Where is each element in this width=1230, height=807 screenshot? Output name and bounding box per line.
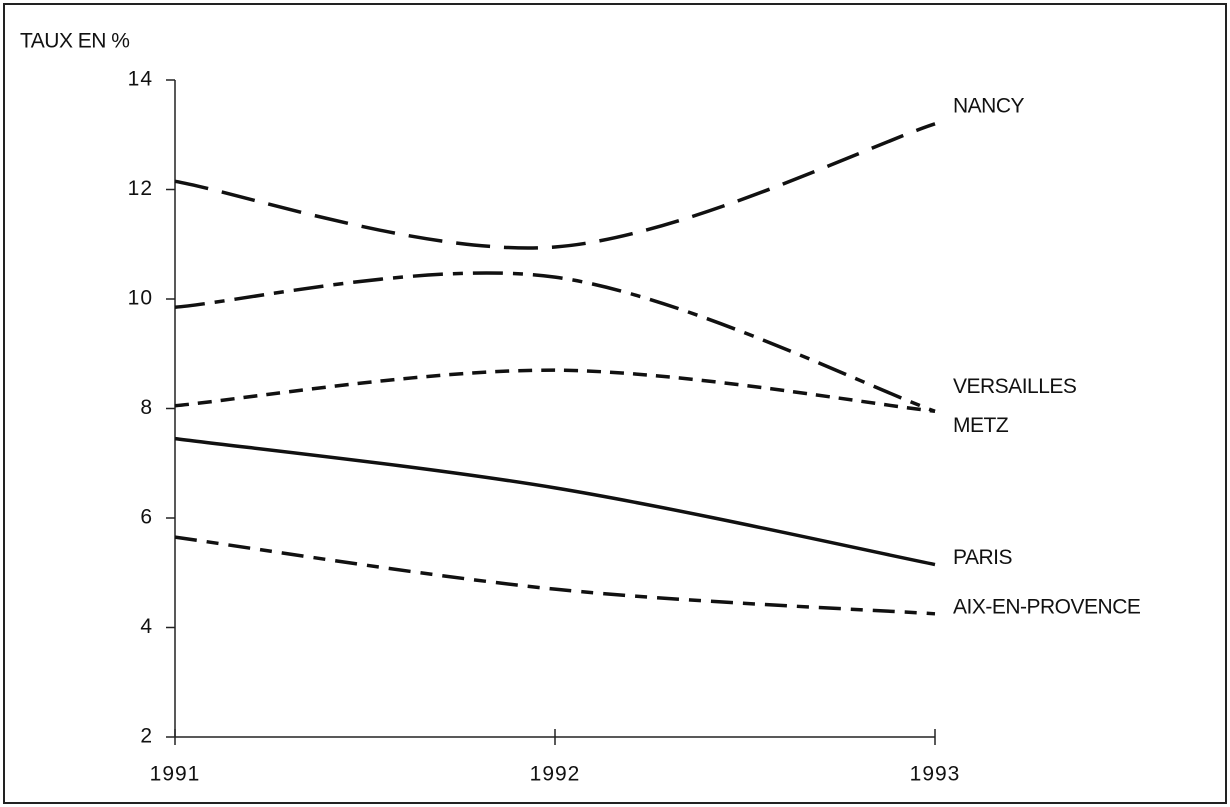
line-series: [174, 368, 936, 413]
y-axis-label: TAUX EN %: [20, 30, 129, 53]
y-tick-label: 6: [140, 506, 153, 529]
line-series: [174, 436, 936, 567]
y-tick-label: 8: [140, 396, 153, 419]
x-tick-label: 1991: [150, 763, 201, 786]
series-label: NANCY: [953, 94, 1025, 117]
y-tick-label: 4: [140, 615, 153, 638]
x-tick-label: 1992: [530, 763, 581, 786]
y-tick-label: 12: [128, 177, 153, 200]
series-label: AIX-EN-PROVENCE: [953, 595, 1141, 618]
line-series: [174, 122, 936, 250]
y-tick-label: 14: [128, 68, 153, 91]
series-label: METZ: [953, 414, 1009, 437]
line-series: [174, 271, 936, 413]
frame: [3, 3, 1227, 804]
series-label: PARIS: [953, 546, 1012, 569]
y-tick-label: 10: [128, 287, 153, 310]
line-series: [174, 535, 936, 616]
x-tick-label: 1993: [910, 763, 961, 786]
y-tick-label: 2: [140, 725, 153, 748]
series-label: VERSAILLES: [953, 375, 1077, 398]
